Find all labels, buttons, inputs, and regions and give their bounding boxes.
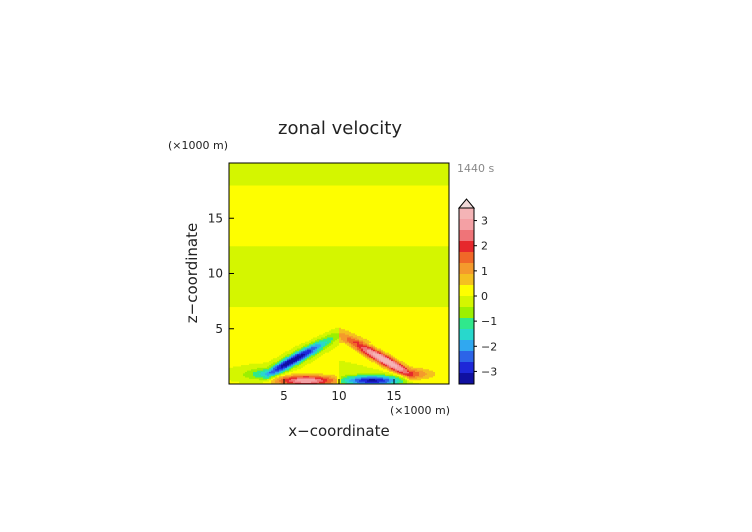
- y-axis-unit: (×1000 m): [168, 139, 228, 152]
- time-label: 1440 s: [457, 162, 494, 175]
- chart-title: zonal velocity: [278, 118, 402, 139]
- plot-area: [229, 163, 449, 384]
